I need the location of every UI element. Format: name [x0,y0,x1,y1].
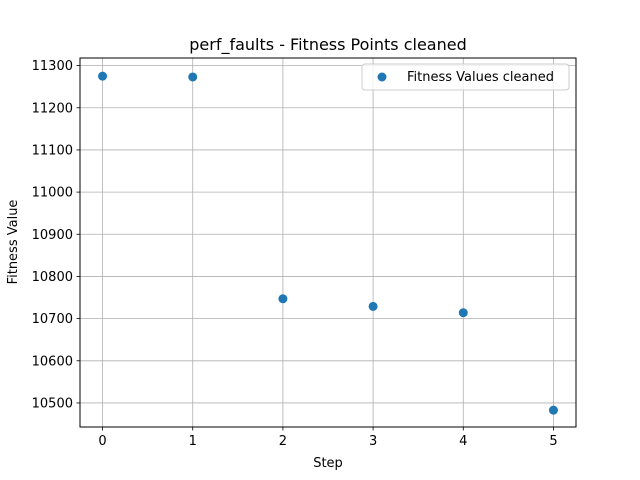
x-tick-label: 2 [279,434,287,449]
x-tick-label: 4 [459,434,467,449]
x-axis-label: Step [313,456,343,471]
legend-label: Fitness Values cleaned [407,70,554,85]
legend-box [361,63,570,91]
y-tick-label: 10900 [32,228,73,243]
y-axis-label: Fitness Value [6,200,21,285]
axis-ticks: 0 1 2 3 4 5 10500 10600 10700 10800 10900 11000 1110… [32,59,558,449]
grid [80,58,576,427]
data-point [548,405,558,415]
data-point [458,308,468,318]
legend-marker [377,72,387,82]
data-points [98,71,558,415]
y-tick-label: 10500 [32,396,73,411]
y-tick-label: 11000 [32,186,73,201]
legend: Fitness Values cleaned [361,63,570,91]
y-tick-label: 10700 [32,312,73,327]
x-tick-label: 5 [549,434,557,449]
x-tick-label: 0 [98,434,106,449]
x-tick-label: 1 [189,434,197,449]
data-point [188,72,198,82]
y-tick-label: 10800 [32,270,73,285]
data-point [98,71,108,81]
plot-area-frame [79,57,577,428]
data-point [278,294,288,304]
y-tick-label: 11300 [32,59,73,74]
y-tick-label: 11100 [32,143,73,158]
y-tick-label: 10600 [32,354,73,369]
y-tick-label: 11200 [32,101,73,116]
chart-title: perf_faults - Fitness Points cleaned [189,35,466,55]
x-tick-label: 3 [369,434,377,449]
data-point [368,301,378,311]
